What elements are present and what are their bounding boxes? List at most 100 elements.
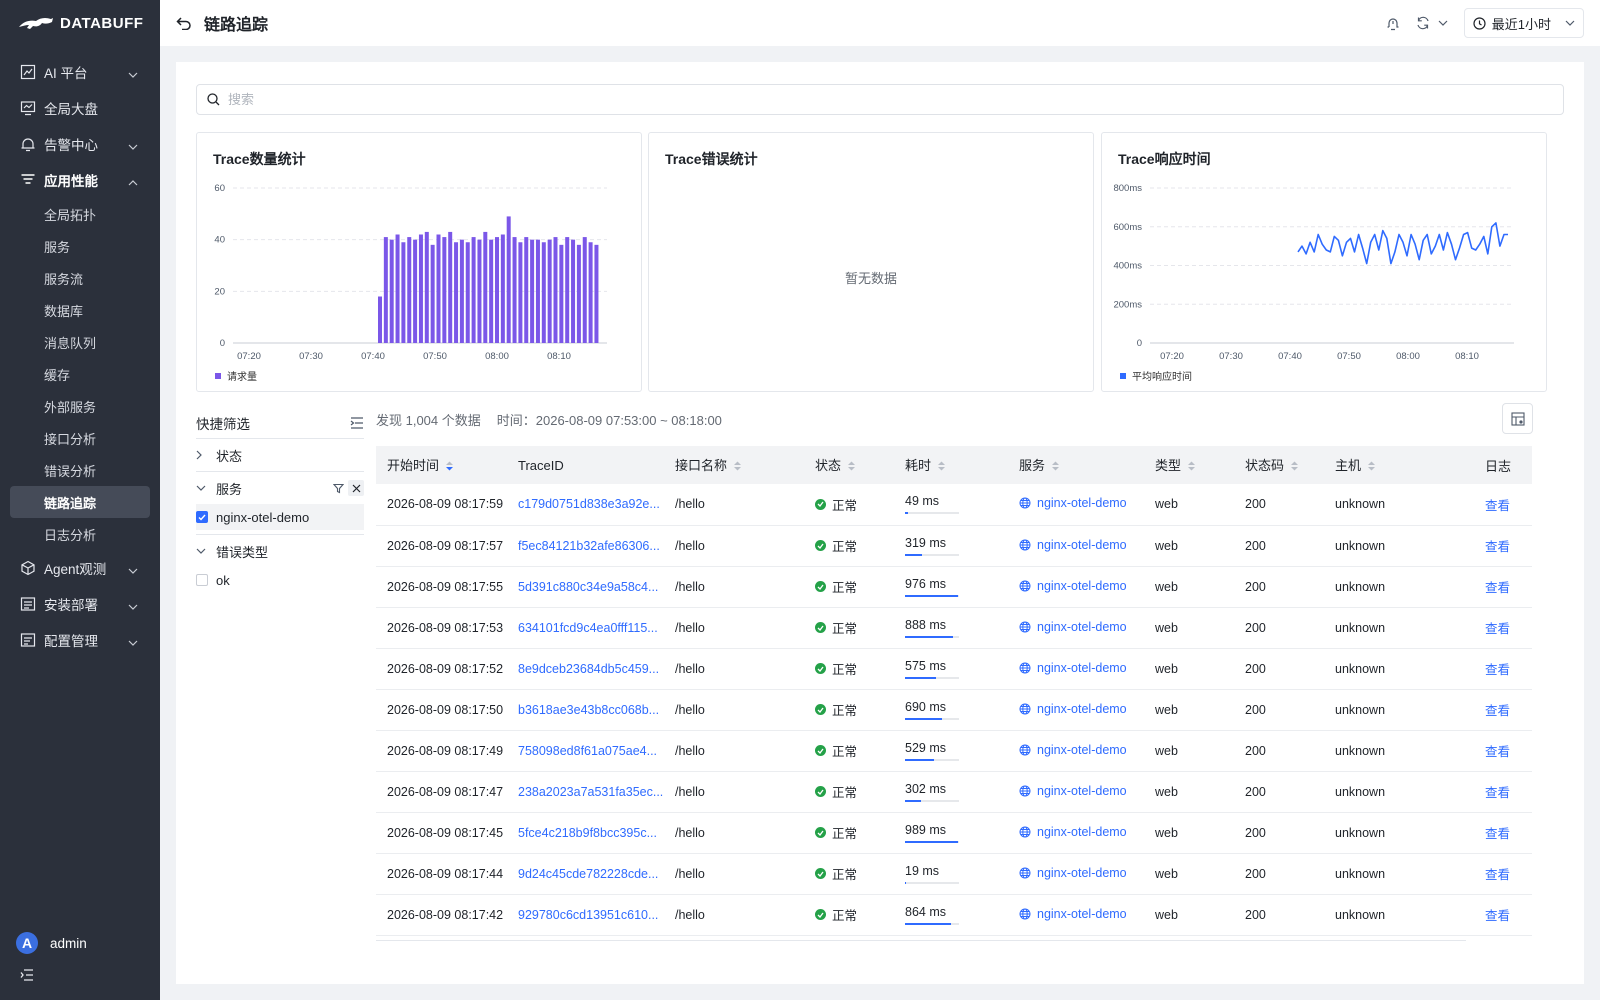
view-log-link[interactable]: 查看 <box>1485 786 1511 800</box>
service-cell[interactable]: nginx-otel-demo <box>1008 894 1144 936</box>
trace-id-link[interactable]: 634101fcd9c4ea0fff115... <box>507 607 664 649</box>
trace-id[interactable]: c179d0751d838e3a92e... <box>518 497 660 512</box>
sidebar-subitem[interactable]: 服务 <box>44 239 71 255</box>
close-icon[interactable] <box>348 480 364 496</box>
checkbox[interactable] <box>196 511 208 523</box>
bar[interactable] <box>559 244 564 343</box>
service-cell[interactable]: nginx-otel-demo <box>1008 648 1144 690</box>
service-link[interactable]: nginx-otel-demo <box>1037 537 1127 552</box>
table-row[interactable]: 2026-08-09 08:17:45 5fce4c218b9f8bcc395c.… <box>376 812 1532 854</box>
sidebar-item-alarm[interactable]: 告警中心 <box>0 126 160 162</box>
column-header[interactable]: 类型 <box>1144 446 1234 484</box>
bar[interactable] <box>553 237 558 343</box>
bar[interactable] <box>588 242 593 343</box>
sort-icon[interactable] <box>445 460 454 475</box>
bar[interactable] <box>576 244 581 343</box>
sidebar-subitem[interactable]: 外部服务 <box>44 399 97 415</box>
table-row[interactable]: 2026-08-09 08:17:52 8e9dceb23684db5c459..… <box>376 648 1532 690</box>
sidebar-subitem[interactable]: 链路追踪 <box>10 486 150 518</box>
table-row[interactable]: 2026-08-09 08:17:44 9d24c45cde782228cde..… <box>376 853 1532 895</box>
table-row[interactable]: 2026-08-09 08:17:55 5d391c880c34e9a58c4..… <box>376 566 1532 608</box>
log-cell[interactable]: 查看 <box>1474 853 1532 895</box>
service-cell[interactable]: nginx-otel-demo <box>1008 525 1144 567</box>
service-link[interactable]: nginx-otel-demo <box>1037 783 1127 798</box>
filter-group-toggle[interactable]: 服务 <box>196 472 364 504</box>
service-link[interactable]: nginx-otel-demo <box>1037 906 1127 921</box>
view-log-link[interactable]: 查看 <box>1485 622 1511 636</box>
trace-id-link[interactable]: 9d24c45cde782228cde... <box>507 853 664 895</box>
bar[interactable] <box>459 239 464 343</box>
scrollbar-track[interactable] <box>376 940 1466 941</box>
sidebar-subitem[interactable]: 接口分析 <box>44 431 97 447</box>
bar[interactable] <box>430 244 435 343</box>
bar[interactable] <box>378 296 382 344</box>
brand-logo[interactable]: DATABUFF <box>0 0 160 46</box>
trace-id[interactable]: 758098ed8f61a075ae4... <box>518 743 658 758</box>
log-cell[interactable]: 查看 <box>1474 566 1532 608</box>
sidebar-subitem[interactable]: 服务流 <box>44 271 84 287</box>
bar[interactable] <box>512 237 517 343</box>
service-link[interactable]: nginx-otel-demo <box>1037 619 1127 634</box>
view-log-link[interactable]: 查看 <box>1485 827 1511 841</box>
table-row[interactable]: 2026-08-09 08:17:47 238a2023a7a531fa35ec.… <box>376 771 1532 813</box>
trace-id[interactable]: b3618ae3e43b8cc068b... <box>518 702 660 717</box>
back-icon[interactable] <box>176 16 192 30</box>
trace-id[interactable]: 8e9dceb23684db5c459... <box>518 661 660 676</box>
sort-icon[interactable] <box>1051 460 1060 475</box>
service-link[interactable]: nginx-otel-demo <box>1037 578 1127 593</box>
column-header[interactable]: 接口名称 <box>664 446 804 484</box>
collapse-filter-icon[interactable] <box>350 417 364 429</box>
service-cell[interactable]: nginx-otel-demo <box>1008 689 1144 731</box>
bar[interactable] <box>483 231 488 343</box>
bar[interactable] <box>506 216 511 343</box>
service-cell[interactable]: nginx-otel-demo <box>1008 566 1144 608</box>
trace-count-legend[interactable]: 请求量 <box>215 368 257 383</box>
trace-id[interactable]: f5ec84121b32afe86306... <box>518 538 660 553</box>
view-log-link[interactable]: 查看 <box>1485 868 1511 882</box>
bar[interactable] <box>418 234 423 344</box>
sidebar-subitem[interactable]: 消息队列 <box>44 335 97 351</box>
sidebar-item-ai-chart[interactable]: AI 平台 <box>0 54 160 90</box>
column-header[interactable]: 状态码 <box>1234 446 1324 484</box>
column-header[interactable]: 服务 <box>1008 446 1144 484</box>
sidebar-item-cube[interactable]: Agent观测 <box>0 550 160 586</box>
view-log-link[interactable]: 查看 <box>1485 540 1511 554</box>
filter-icon[interactable] <box>330 480 346 496</box>
column-header[interactable]: 主机 <box>1324 446 1474 484</box>
service-cell[interactable]: nginx-otel-demo <box>1008 771 1144 813</box>
trace-id[interactable]: 5d391c880c34e9a58c4... <box>518 579 659 594</box>
trace-id-link[interactable]: 5d391c880c34e9a58c4... <box>507 566 664 608</box>
table-row[interactable]: 2026-08-09 08:17:49 758098ed8f61a075ae4..… <box>376 730 1532 772</box>
trace-id-link[interactable]: 758098ed8f61a075ae4... <box>507 730 664 772</box>
bar[interactable] <box>448 231 453 343</box>
trace-id[interactable]: 9d24c45cde782228cde... <box>518 866 659 881</box>
sidebar-item-install[interactable]: 安装部署 <box>0 586 160 622</box>
table-row[interactable]: 2026-08-09 08:17:50 b3618ae3e43b8cc068b..… <box>376 689 1532 731</box>
bar[interactable] <box>407 237 412 343</box>
trace-id-link[interactable]: 5fce4c218b9f8bcc395c... <box>507 812 664 854</box>
service-cell[interactable]: nginx-otel-demo <box>1008 812 1144 854</box>
trace-latency-legend[interactable]: 平均响应时间 <box>1120 368 1192 383</box>
refresh-button[interactable] <box>1416 16 1448 30</box>
sidebar-subitem[interactable]: 日志分析 <box>44 527 97 543</box>
bar[interactable] <box>547 239 552 343</box>
bar[interactable] <box>582 237 587 343</box>
bar[interactable] <box>495 237 499 343</box>
service-cell[interactable]: nginx-otel-demo <box>1008 853 1144 895</box>
view-log-link[interactable]: 查看 <box>1485 704 1511 718</box>
trace-id-link[interactable]: f5ec84121b32afe86306... <box>507 525 664 567</box>
bar[interactable] <box>541 242 546 343</box>
user-profile[interactable]: A admin <box>16 932 87 954</box>
checkbox[interactable] <box>196 574 208 586</box>
view-log-link[interactable]: 查看 <box>1485 909 1511 923</box>
service-link[interactable]: nginx-otel-demo <box>1037 742 1127 757</box>
log-cell[interactable]: 查看 <box>1474 484 1532 526</box>
bar[interactable] <box>518 242 523 343</box>
sidebar-subitem[interactable]: 全局拓扑 <box>44 207 97 223</box>
view-log-link[interactable]: 查看 <box>1485 663 1511 677</box>
series-line[interactable] <box>1297 222 1508 265</box>
sort-icon[interactable] <box>733 460 742 475</box>
log-cell[interactable]: 查看 <box>1474 812 1532 854</box>
trace-id-link[interactable]: 8e9dceb23684db5c459... <box>507 648 664 690</box>
sidebar-item-monitor[interactable]: 全局大盘 <box>0 90 160 126</box>
